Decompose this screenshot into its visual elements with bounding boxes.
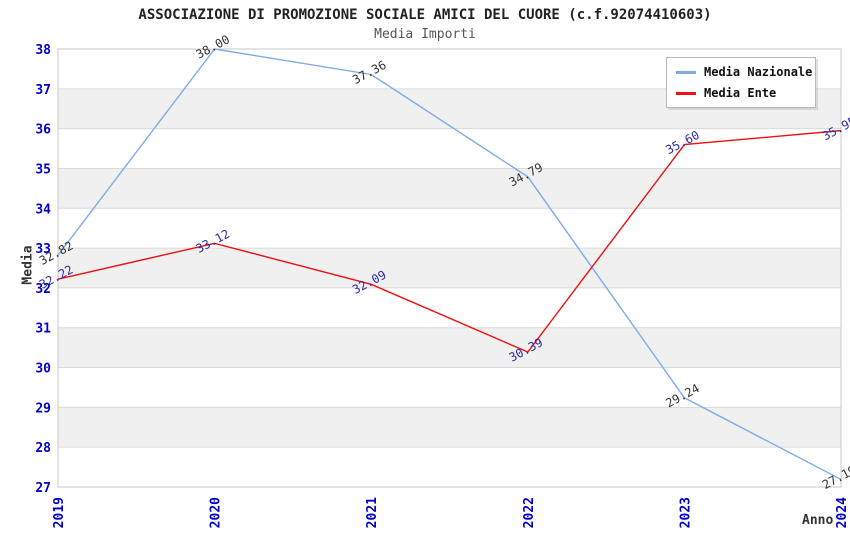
legend-item-media-nazionale: Media Nazionale	[676, 65, 812, 79]
series-line-0	[57, 48, 842, 481]
plot-band	[58, 447, 841, 487]
x-axis-title: Anno	[802, 513, 834, 528]
plot-border	[57, 48, 842, 488]
series-line-1	[57, 129, 842, 353]
legend-label-media-nazionale: Media Nazionale	[704, 65, 813, 79]
y-tick-label: 33	[35, 242, 51, 257]
plot-band	[58, 248, 841, 288]
x-tick-label: 2023	[678, 497, 693, 528]
x-tick-label: 2022	[522, 497, 537, 528]
legend-swatch-media-nazionale	[676, 70, 696, 74]
x-tick-label: 2020	[209, 497, 224, 528]
y-tick-label: 37	[35, 83, 51, 98]
y-tick-label: 30	[35, 362, 51, 377]
y-tick-label: 36	[35, 123, 51, 138]
legend-swatch-media-ente	[676, 91, 696, 95]
legend-item-media-ente: Media Ente	[676, 86, 806, 100]
plot-band	[58, 327, 841, 368]
x-tick-label: 2021	[365, 497, 380, 528]
y-axis-title: Media	[20, 245, 36, 285]
chart-subtitle: Media Importi	[374, 27, 476, 42]
plot-band	[58, 287, 841, 328]
y-tick-label: 28	[35, 441, 51, 456]
y-tick-label: 29	[35, 401, 51, 416]
y-tick-label: 35	[35, 162, 51, 177]
plot-band	[58, 128, 841, 169]
legend: Media Nazionale Media Ente	[666, 57, 816, 108]
plot-band	[58, 208, 841, 249]
chart-title: ASSOCIAZIONE DI PROMOZIONE SOCIALE AMICI…	[138, 7, 712, 23]
legend-label-media-ente: Media Ente	[704, 86, 777, 100]
plot-band	[58, 168, 841, 209]
y-tick-label: 32	[35, 282, 51, 297]
y-tick-label: 27	[35, 481, 51, 496]
x-tick-label: 2019	[52, 497, 67, 528]
y-tick-label: 38	[35, 43, 51, 58]
plot-band	[58, 407, 841, 448]
plot-band	[58, 367, 841, 408]
x-tick-label: 2024	[835, 497, 850, 528]
y-tick-label: 34	[35, 202, 51, 217]
y-tick-label: 31	[35, 322, 51, 337]
